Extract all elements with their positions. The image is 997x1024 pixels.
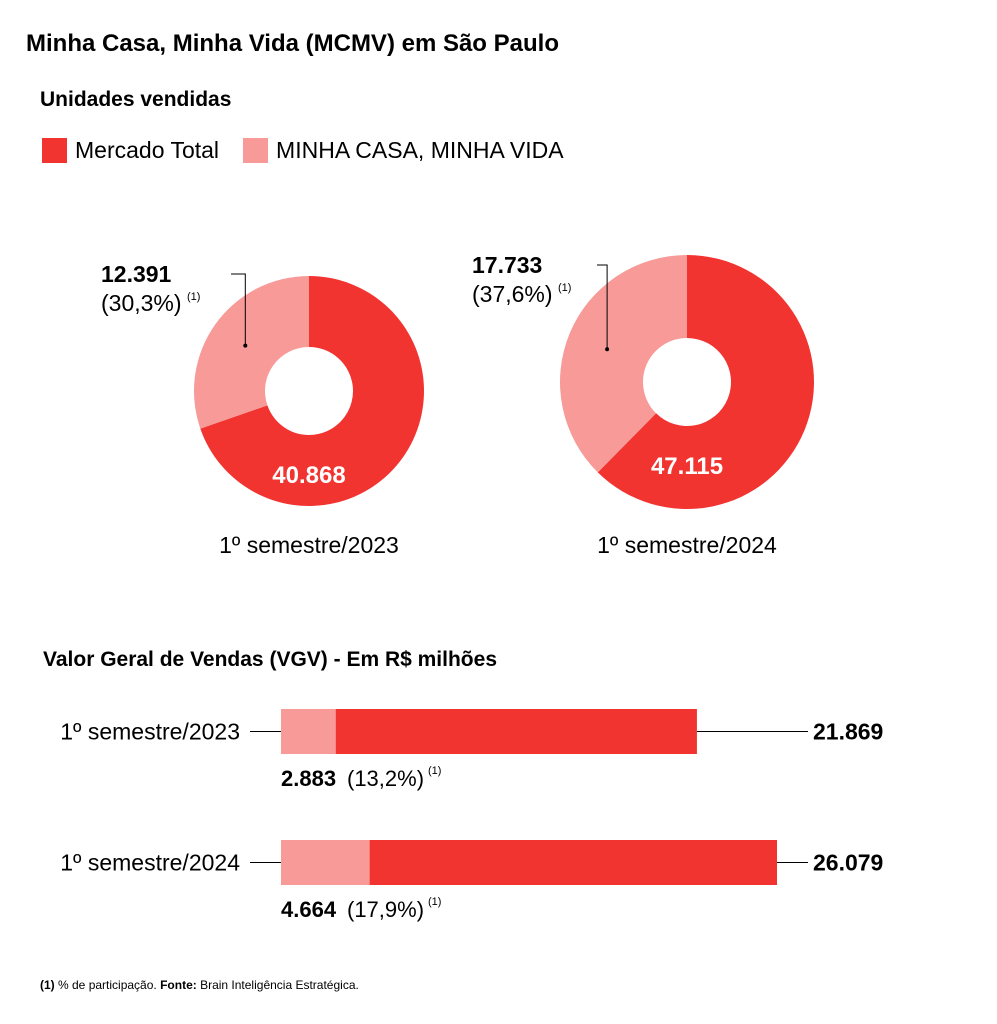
- donut-leader-dot: [605, 347, 610, 352]
- footnote-marker: (1): [40, 978, 55, 992]
- vgv-bar-mcmv: [281, 709, 336, 754]
- vgv-total-label: 26.079: [813, 850, 883, 876]
- donut-mcmv-value: 17.733: [472, 252, 542, 278]
- legend: Mercado Total MINHA CASA, MINHA VIDA: [42, 137, 588, 164]
- legend-label-mcmv: MINHA CASA, MINHA VIDA: [276, 137, 564, 163]
- donut-slice-total: [597, 255, 815, 509]
- vgv-category-label: 1º semestre/2024: [60, 850, 240, 876]
- donut-total-label: 40.868: [272, 462, 345, 489]
- footnote-source-label: Fonte:: [160, 978, 197, 992]
- donut-total-label: 47.115: [651, 453, 723, 480]
- vgv-mcmv-share: (13,2%): [347, 766, 424, 791]
- donut-period-label: 1º semestre/2024: [597, 532, 777, 558]
- legend-swatch-total: [42, 138, 67, 163]
- vgv-chart-title: Valor Geral de Vendas (VGV) - Em R$ milh…: [43, 648, 497, 671]
- vgv-footnote-mark: (1): [428, 765, 441, 777]
- units-chart-title: Unidades vendidas: [40, 88, 232, 111]
- vgv-total-label: 21.869: [813, 719, 883, 745]
- donut-mcmv-share: (37,6%): [472, 281, 553, 307]
- footnote: (1) % de participação. Fonte: Brain Inte…: [40, 978, 359, 992]
- vgv-row-1: 1º semestre/2023 21.869 2.883 (13,2%) (1): [60, 709, 883, 791]
- donut-slice-mcmv: [560, 255, 687, 473]
- vgv-category-label: 1º semestre/2023: [60, 719, 240, 745]
- vgv-mcmv-value: 2.883: [281, 766, 336, 791]
- donut-1: 40.868 12.391 (30,3%) (1) 1º semestre/2023: [101, 261, 424, 558]
- footnote-source: Brain Inteligência Estratégica.: [196, 978, 359, 992]
- donut-leader-dot: [243, 343, 248, 348]
- legend-label-total: Mercado Total: [75, 137, 220, 163]
- legend-swatch-mcmv: [243, 138, 269, 163]
- vgv-mcmv-value: 4.664: [281, 897, 337, 922]
- vgv-bar-total: [281, 709, 697, 754]
- donut-footnote-mark: (1): [558, 282, 571, 294]
- donut-slice-total: [200, 276, 424, 506]
- donut-period-label: 1º semestre/2023: [219, 532, 399, 558]
- donut-footnote-mark: (1): [187, 291, 200, 303]
- vgv-row-2: 1º semestre/2024 26.079 4.664 (17,9%) (1): [60, 840, 883, 922]
- footnote-text: % de participação.: [54, 978, 161, 992]
- donut-mcmv-value: 12.391: [101, 261, 172, 287]
- vgv-bar-mcmv: [281, 840, 370, 885]
- donut-leader-line: [231, 273, 246, 346]
- donut-mcmv-share: (30,3%): [101, 290, 182, 316]
- donut-slice-mcmv: [194, 276, 309, 429]
- vgv-footnote-mark: (1): [428, 896, 441, 908]
- page-title: Minha Casa, Minha Vida (MCMV) em São Pau…: [26, 30, 559, 57]
- donut-2: 47.115 17.733 (37,6%) (1) 1º semestre/2024: [472, 252, 815, 558]
- donut-leader-line: [597, 264, 608, 350]
- vgv-mcmv-share: (17,9%): [347, 897, 424, 922]
